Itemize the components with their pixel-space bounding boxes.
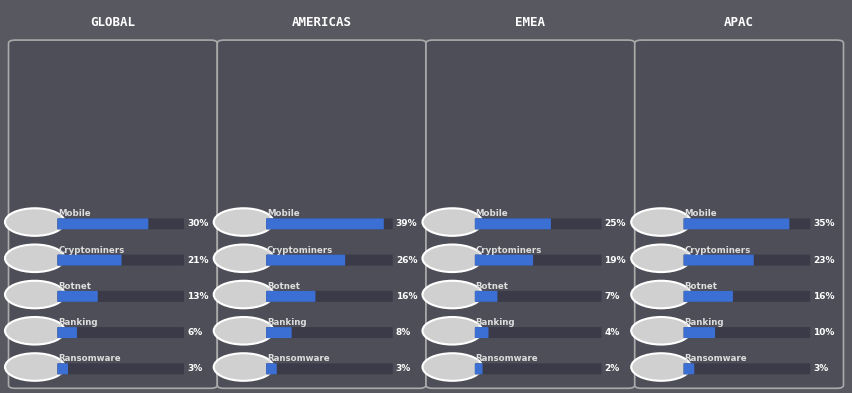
Text: 3%: 3% bbox=[396, 364, 411, 373]
Text: Ransomware: Ransomware bbox=[475, 354, 538, 364]
Text: 19%: 19% bbox=[605, 255, 626, 264]
Text: 7%: 7% bbox=[605, 292, 620, 301]
Text: 21%: 21% bbox=[187, 255, 209, 264]
Text: 39%: 39% bbox=[396, 219, 417, 228]
Text: 10%: 10% bbox=[814, 328, 835, 337]
Polygon shape bbox=[703, 67, 784, 119]
Polygon shape bbox=[112, 67, 176, 132]
Text: 23%: 23% bbox=[814, 255, 835, 264]
Text: 6%: 6% bbox=[187, 328, 202, 337]
Text: EMEA: EMEA bbox=[515, 16, 545, 29]
Text: Mobile: Mobile bbox=[475, 209, 509, 219]
Text: 13%: 13% bbox=[187, 292, 209, 301]
Text: Botnet: Botnet bbox=[267, 282, 300, 291]
Text: 2%: 2% bbox=[605, 364, 619, 373]
Text: Ransomware: Ransomware bbox=[267, 354, 330, 364]
Polygon shape bbox=[81, 70, 112, 176]
Text: Cryptominers: Cryptominers bbox=[475, 246, 542, 255]
Text: Cryptominers: Cryptominers bbox=[58, 246, 124, 255]
Text: 16%: 16% bbox=[814, 292, 835, 301]
Text: 35%: 35% bbox=[814, 219, 835, 228]
Text: Botnet: Botnet bbox=[58, 282, 91, 291]
Text: Botnet: Botnet bbox=[475, 282, 509, 291]
Text: 30%: 30% bbox=[187, 219, 209, 228]
Polygon shape bbox=[37, 72, 63, 184]
Text: 8%: 8% bbox=[396, 328, 411, 337]
Text: Mobile: Mobile bbox=[684, 209, 717, 219]
Text: Ransomware: Ransomware bbox=[684, 354, 747, 364]
Text: GLOBAL: GLOBAL bbox=[90, 16, 135, 29]
Polygon shape bbox=[735, 132, 782, 187]
Text: 25%: 25% bbox=[605, 219, 626, 228]
Text: 3%: 3% bbox=[814, 364, 828, 373]
Text: APAC: APAC bbox=[724, 16, 754, 29]
Text: Cryptominers: Cryptominers bbox=[267, 246, 333, 255]
Text: Banking: Banking bbox=[58, 318, 98, 327]
Polygon shape bbox=[153, 145, 181, 184]
Polygon shape bbox=[290, 67, 336, 187]
Text: 3%: 3% bbox=[187, 364, 202, 373]
Text: AMERICAS: AMERICAS bbox=[291, 16, 352, 29]
Text: Mobile: Mobile bbox=[58, 209, 91, 219]
Text: 26%: 26% bbox=[396, 255, 417, 264]
Text: Ransomware: Ransomware bbox=[58, 354, 121, 364]
Text: 4%: 4% bbox=[605, 328, 620, 337]
Text: Mobile: Mobile bbox=[267, 209, 300, 219]
Polygon shape bbox=[496, 67, 541, 176]
Text: Botnet: Botnet bbox=[684, 282, 717, 291]
Polygon shape bbox=[538, 103, 557, 140]
Polygon shape bbox=[789, 158, 800, 182]
Text: Banking: Banking bbox=[267, 318, 307, 327]
Text: 16%: 16% bbox=[396, 292, 417, 301]
Text: Banking: Banking bbox=[684, 318, 724, 327]
Text: Cryptominers: Cryptominers bbox=[684, 246, 751, 255]
Text: Banking: Banking bbox=[475, 318, 515, 327]
